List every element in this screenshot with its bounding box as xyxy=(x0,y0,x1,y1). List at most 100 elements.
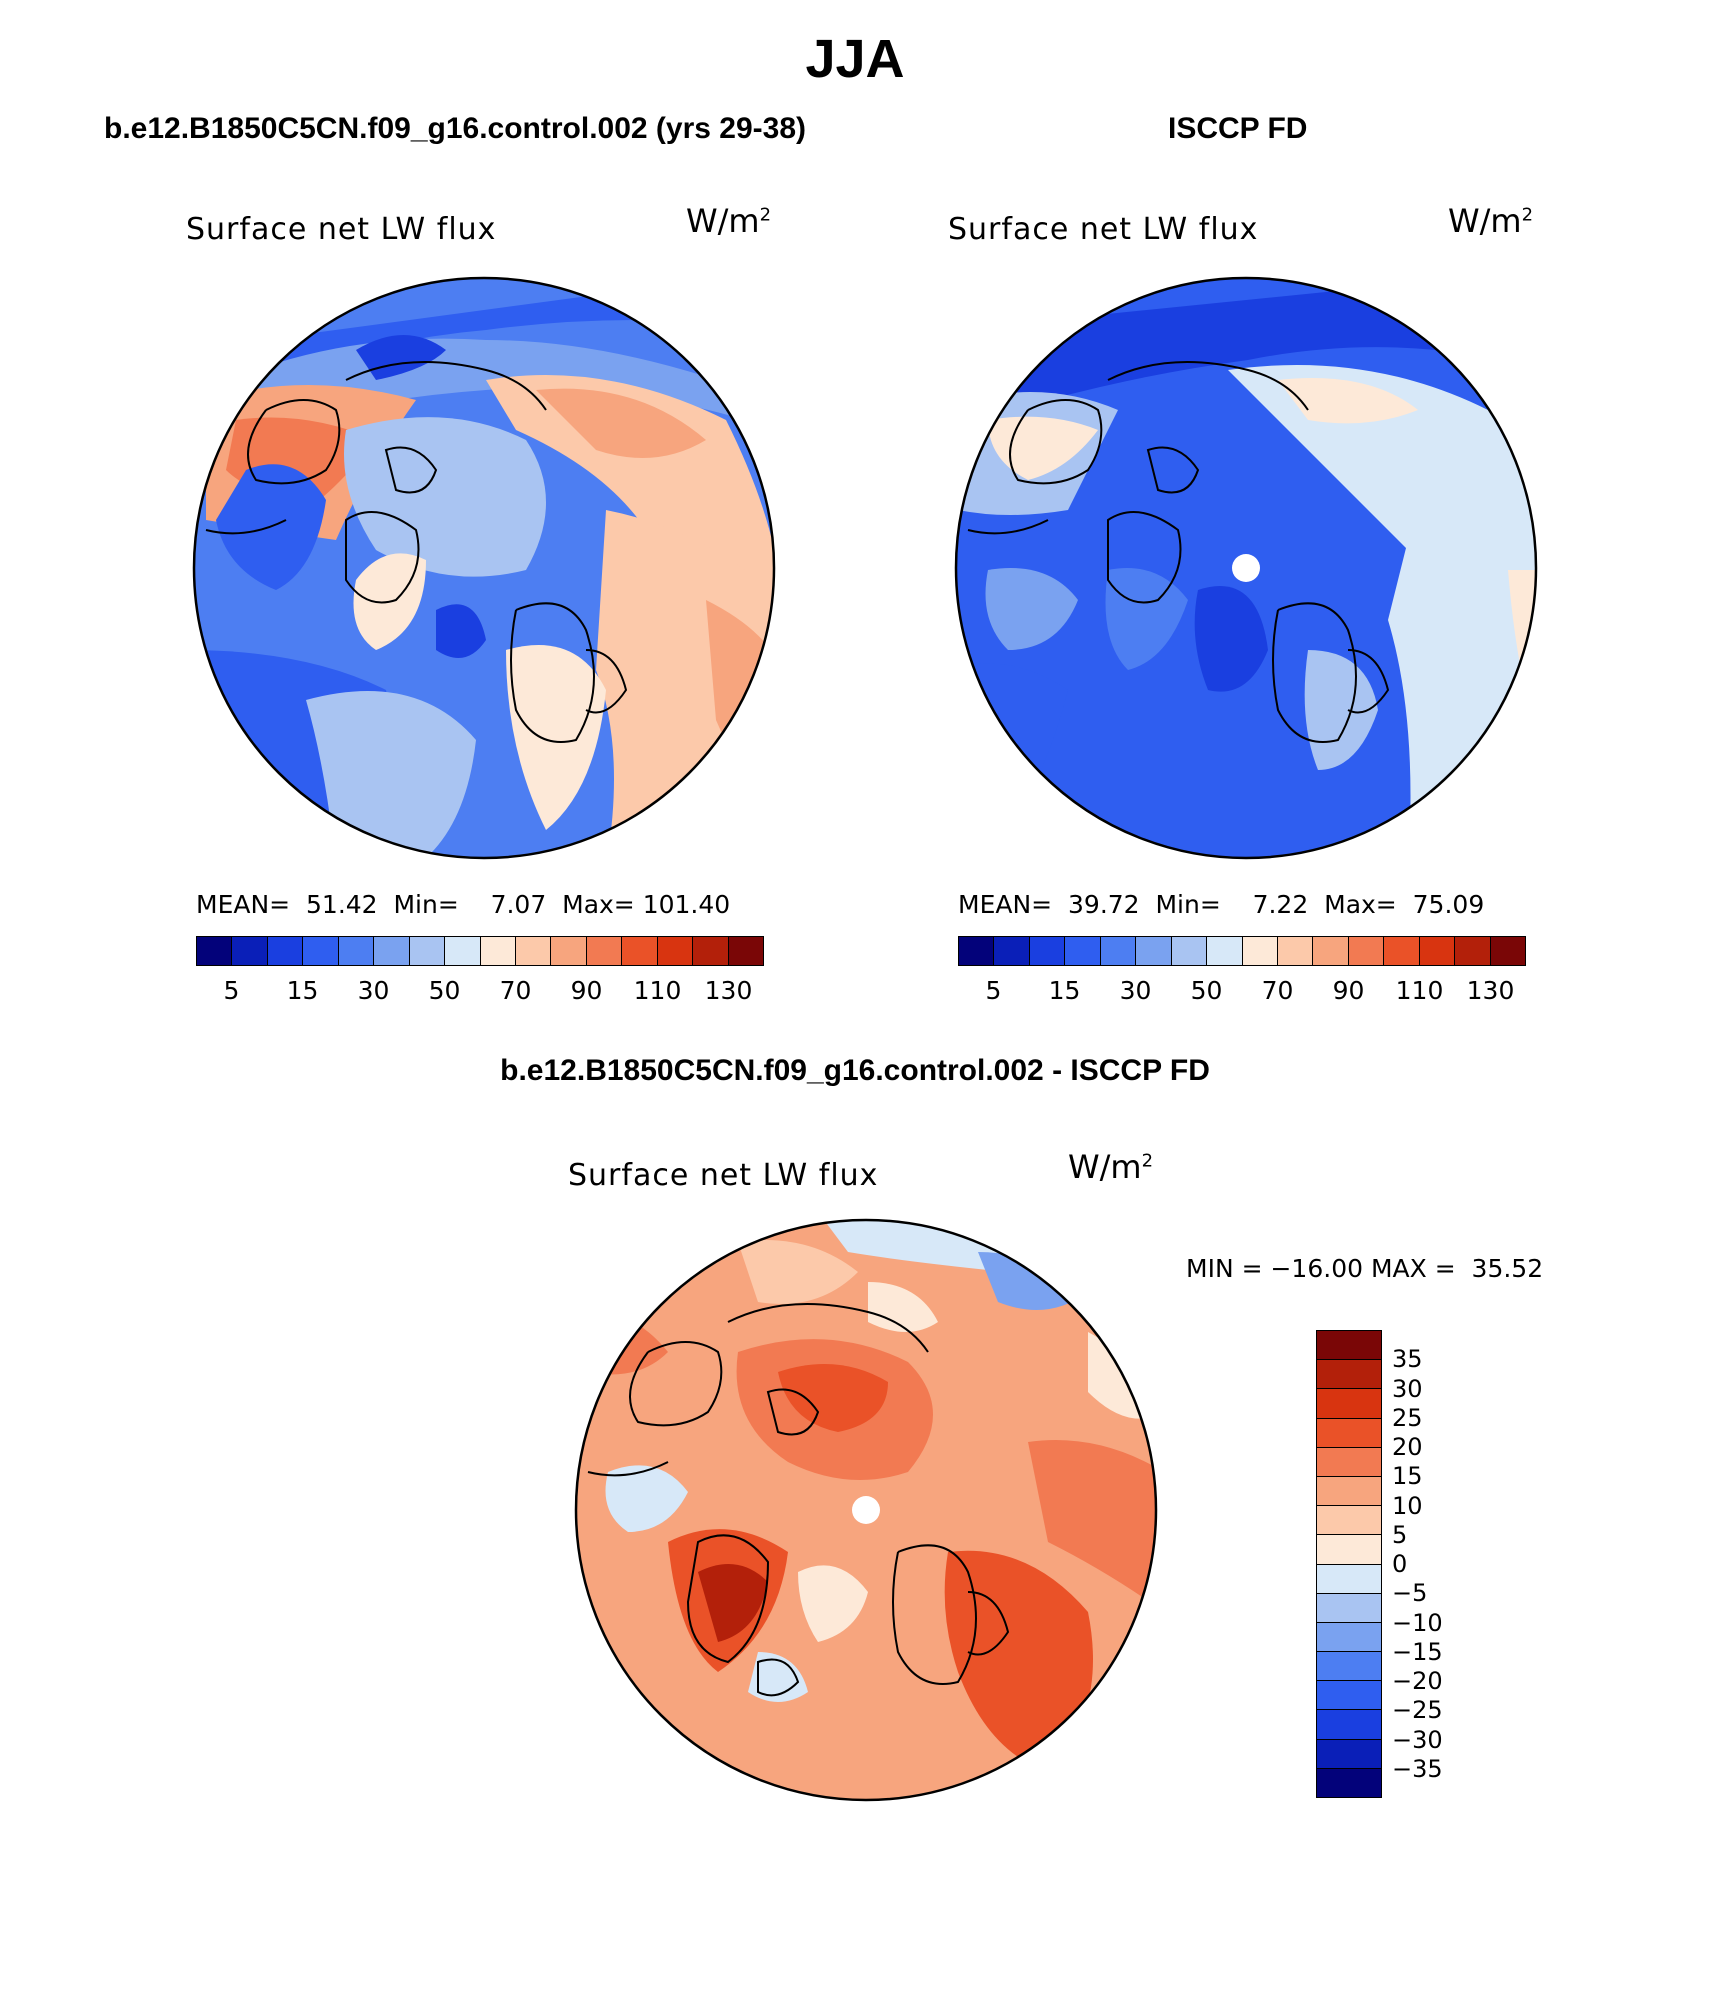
obs-polar-map xyxy=(954,276,1538,860)
colorbar-swatch xyxy=(994,937,1030,965)
colorbar-swatch xyxy=(445,937,481,965)
colorbar-swatch xyxy=(1317,1564,1381,1594)
model-colorbar xyxy=(196,936,764,966)
model-panel-title: b.e12.B1850C5CN.f09_g16.control.002 (yrs… xyxy=(104,112,807,145)
diff-tick-label: 5 xyxy=(1392,1520,1408,1549)
colorbar-swatch xyxy=(1317,1360,1381,1390)
colorbar-swatch xyxy=(1419,937,1456,965)
colorbar-swatch xyxy=(1317,1710,1381,1740)
colorbar-swatch xyxy=(267,937,304,965)
diff-tick-label: 10 xyxy=(1392,1491,1423,1520)
obs-tick-label: 110 xyxy=(1395,976,1444,1005)
colorbar-swatch xyxy=(622,937,658,965)
diff-colorbar-ticks: 35 30 25 20 15 10 5 0 −5 −10 −15 −20 −25… xyxy=(1392,1330,1472,1798)
colorbar-swatch xyxy=(1317,1593,1381,1623)
diff-tick-label: −30 xyxy=(1392,1725,1443,1754)
model-tick-label: 15 xyxy=(286,976,319,1005)
colorbar-swatch xyxy=(1100,937,1137,965)
colorbar-swatch xyxy=(657,937,694,965)
colorbar-swatch xyxy=(1455,937,1491,965)
model-tick-label: 90 xyxy=(570,976,603,1005)
obs-stats: MEAN= 39.72 Min= 7.22 Max= 75.09 xyxy=(958,890,1485,919)
colorbar-swatch xyxy=(959,937,995,965)
colorbar-swatch xyxy=(232,937,268,965)
colorbar-swatch xyxy=(1277,937,1314,965)
diff-tick-label: 20 xyxy=(1392,1433,1423,1461)
diff-panel-title: b.e12.B1850C5CN.f09_g16.control.002 - IS… xyxy=(500,1054,1210,1087)
colorbar-swatch xyxy=(480,937,516,965)
colorbar-swatch xyxy=(1317,1389,1381,1419)
obs-tick-label: 90 xyxy=(1332,976,1365,1005)
diff-stats: MIN = −16.00 MAX = 35.52 xyxy=(1186,1254,1544,1283)
obs-colorbar xyxy=(958,936,1526,966)
model-polar-map xyxy=(192,276,776,860)
colorbar-swatch xyxy=(1065,937,1101,965)
model-colorbar-ticks: 5 15 30 50 70 90 110 130 xyxy=(196,976,764,1006)
colorbar-swatch xyxy=(1317,1506,1381,1536)
model-coastlines xyxy=(205,361,628,743)
model-units-label: W/m2 xyxy=(686,202,772,240)
colorbar-swatch xyxy=(1171,937,1208,965)
colorbar-swatch xyxy=(693,937,729,965)
colorbar-swatch xyxy=(1242,937,1278,965)
colorbar-swatch xyxy=(1317,1535,1381,1565)
diff-tick-label: −5 xyxy=(1392,1579,1428,1608)
colorbar-swatch xyxy=(1317,1768,1381,1797)
colorbar-swatch xyxy=(1207,937,1243,965)
diff-tick-label: −15 xyxy=(1392,1637,1443,1666)
colorbar-swatch xyxy=(1317,1622,1381,1653)
colorbar-swatch xyxy=(551,937,587,965)
diff-tick-label: 25 xyxy=(1392,1403,1423,1432)
obs-tick-label: 15 xyxy=(1048,976,1081,1005)
model-variable-label: Surface net LW flux xyxy=(186,212,497,247)
diff-coastlines xyxy=(587,1303,1010,1697)
diff-tick-label: 35 xyxy=(1392,1345,1423,1374)
colorbar-swatch xyxy=(1136,937,1172,965)
diff-tick-label: 0 xyxy=(1392,1550,1408,1578)
obs-tick-label: 130 xyxy=(1466,976,1515,1005)
diff-tick-label: −35 xyxy=(1392,1754,1443,1783)
colorbar-swatch xyxy=(1317,1331,1381,1361)
colorbar-swatch xyxy=(1317,1476,1381,1507)
diff-tick-label: −10 xyxy=(1392,1608,1443,1637)
model-tick-label: 30 xyxy=(357,976,390,1005)
season-title: JJA xyxy=(805,29,905,89)
obs-tick-label: 50 xyxy=(1190,976,1223,1005)
obs-tick-label: 5 xyxy=(985,976,1002,1005)
model-tick-label: 5 xyxy=(223,976,240,1005)
colorbar-swatch xyxy=(586,937,623,965)
colorbar-swatch xyxy=(409,937,446,965)
diff-pole-hole-icon xyxy=(852,1496,880,1524)
obs-panel-title: ISCCP FD xyxy=(1168,112,1308,145)
diff-tick-label: 30 xyxy=(1392,1374,1423,1403)
colorbar-swatch xyxy=(1490,937,1525,965)
colorbar-swatch xyxy=(1348,937,1385,965)
diff-tick-label: −25 xyxy=(1392,1696,1443,1725)
colorbar-swatch xyxy=(728,937,763,965)
diff-colorbar xyxy=(1316,1330,1382,1798)
diff-polar-map xyxy=(574,1218,1158,1802)
obs-pole-hole-icon xyxy=(1232,554,1260,582)
diff-tick-label: −20 xyxy=(1392,1667,1443,1695)
diff-variable-label: Surface net LW flux xyxy=(568,1158,879,1193)
model-field xyxy=(194,278,774,858)
colorbar-swatch xyxy=(1317,1447,1381,1477)
obs-coastlines xyxy=(967,361,1390,743)
colorbar-swatch xyxy=(1317,1681,1381,1711)
colorbar-swatch xyxy=(338,937,375,965)
colorbar-swatch xyxy=(1317,1739,1381,1769)
obs-colorbar-ticks: 5 15 30 50 70 90 110 130 xyxy=(958,976,1526,1006)
obs-tick-label: 30 xyxy=(1119,976,1152,1005)
model-stats: MEAN= 51.42 Min= 7.07 Max= 101.40 xyxy=(196,890,731,919)
model-tick-label: 70 xyxy=(499,976,532,1005)
diff-units-label: W/m2 xyxy=(1068,1148,1154,1186)
colorbar-swatch xyxy=(1384,937,1420,965)
model-tick-label: 50 xyxy=(428,976,461,1005)
colorbar-swatch xyxy=(303,937,339,965)
colorbar-swatch xyxy=(1317,1418,1381,1448)
colorbar-swatch xyxy=(374,937,410,965)
diff-tick-label: 15 xyxy=(1392,1462,1423,1491)
obs-tick-label: 70 xyxy=(1261,976,1294,1005)
colorbar-swatch xyxy=(1313,937,1349,965)
model-tick-label: 110 xyxy=(633,976,682,1005)
